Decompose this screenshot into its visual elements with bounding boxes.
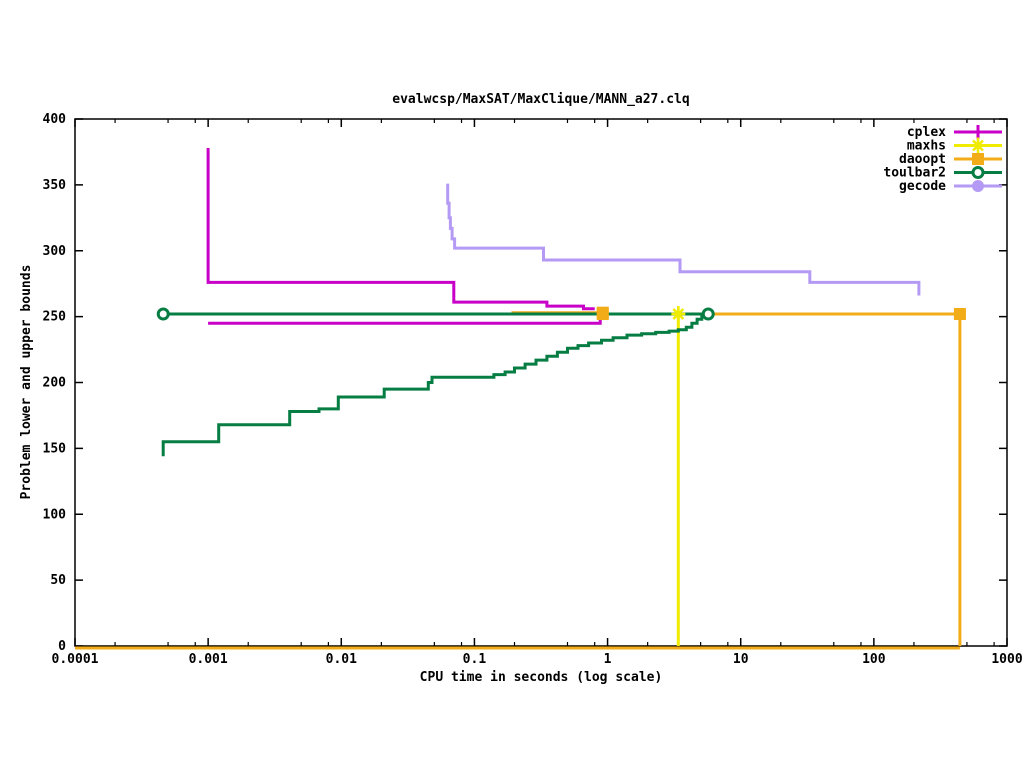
series-toulbar2 — [161, 312, 709, 457]
x-tick-label: 0.001 — [189, 652, 228, 667]
y-tick-label: 200 — [43, 376, 67, 391]
y-tick-label: 400 — [43, 112, 67, 127]
x-tick-label: 0.0001 — [52, 652, 99, 667]
legend-marker-toulbar2 — [971, 166, 985, 179]
y-tick-label: 50 — [50, 573, 66, 588]
x-tick-label: 1000 — [991, 652, 1022, 667]
x-tick-label: 1 — [604, 652, 612, 667]
legend-label-cplex: cplex — [907, 125, 946, 140]
legend-item-gecode: gecode — [899, 179, 1002, 194]
y-tick-label: 150 — [43, 441, 67, 456]
series-toulbar2-line — [161, 312, 709, 457]
y-axis-label: Problem lower and upper bounds — [19, 265, 34, 500]
x-axis-label: CPU time in seconds (log scale) — [420, 670, 663, 685]
legend-marker-daoopt — [972, 153, 984, 165]
y-tick-label: 300 — [43, 244, 67, 259]
legend-marker-maxhs — [972, 139, 984, 152]
y-tick-label: 250 — [43, 310, 67, 325]
x-tick-label: 10 — [733, 652, 749, 667]
legend-item-daoopt: daoopt — [899, 152, 1002, 167]
series-cplex-line — [208, 315, 607, 325]
data-markers — [156, 305, 966, 322]
legend-label-toulbar2: toulbar2 — [883, 166, 946, 181]
y-tick-label: 0 — [58, 639, 66, 654]
chart-title: evalwcsp/MaxSAT/MaxClique/MANN_a27.clq — [392, 92, 689, 107]
series-cplex-line — [206, 148, 595, 311]
legend-item-cplex: cplex — [907, 125, 1002, 140]
legend-label-maxhs: maxhs — [907, 139, 946, 154]
series-maxhs — [75, 312, 680, 650]
y-tick-label: 100 — [43, 507, 67, 522]
axes — [74, 118, 1008, 647]
daoopt-marker — [953, 307, 966, 320]
x-tick-label: 100 — [862, 652, 886, 667]
legend-item-toulbar2: toulbar2 — [883, 166, 1002, 181]
data-series — [75, 148, 962, 650]
series-cplex — [206, 148, 607, 325]
plot-border — [74, 118, 1008, 647]
series-gecode-line — [446, 183, 921, 296]
maxhs-marker — [672, 308, 685, 320]
toulbar2-marker — [701, 307, 715, 321]
x-tick-label: 0.1 — [463, 652, 487, 667]
daoopt-marker — [596, 307, 609, 320]
legend-marker-gecode — [972, 180, 984, 192]
series-gecode — [446, 183, 921, 296]
tick-labels: 0.0001 0.001 0.01 0.1 1 10 100 1000 0 50 100 150 200… — [43, 112, 1023, 667]
legend-item-maxhs: maxhs — [907, 137, 1002, 154]
y-tick-label: 350 — [43, 178, 67, 193]
legend-label-daoopt: daoopt — [899, 152, 946, 167]
legend-label-gecode: gecode — [899, 179, 946, 194]
x-tick-label: 0.01 — [326, 652, 357, 667]
toulbar2-marker — [156, 307, 170, 321]
series-daoopt — [75, 311, 962, 650]
